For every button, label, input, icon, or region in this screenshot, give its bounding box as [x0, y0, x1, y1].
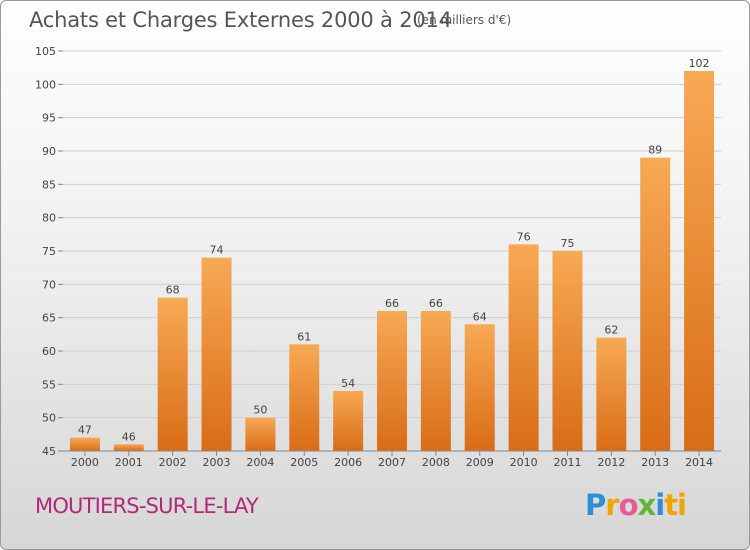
chart-unit: (en milliers d'€) — [417, 13, 512, 27]
bar-value-label: 62 — [604, 324, 618, 337]
x-tick-label: 2005 — [290, 456, 318, 469]
y-tick-label: 85 — [42, 178, 56, 191]
y-tick-label: 90 — [42, 145, 56, 158]
proxiti-logo: Proxiti — [585, 488, 687, 522]
bar-value-label: 76 — [517, 230, 531, 243]
bar — [464, 324, 495, 451]
y-tick-label: 100 — [35, 78, 56, 91]
y-tick-label: 60 — [42, 345, 56, 358]
bar-value-label: 66 — [385, 297, 399, 310]
y-tick-label: 95 — [42, 112, 56, 125]
x-tick-label: 2003 — [203, 456, 231, 469]
x-tick-label: 2013 — [641, 456, 669, 469]
logo-letter: r — [605, 488, 619, 522]
logo-letter: x — [637, 488, 657, 522]
bar — [640, 157, 671, 451]
x-tick-label: 2007 — [378, 456, 406, 469]
x-tick-label: 2014 — [685, 456, 713, 469]
y-tick-label: 65 — [42, 312, 56, 325]
y-tick-label: 80 — [42, 212, 56, 225]
bar — [552, 251, 583, 451]
bar — [157, 297, 188, 451]
y-tick-label: 50 — [42, 412, 56, 425]
bar — [596, 337, 627, 451]
y-tick-label: 105 — [35, 45, 56, 58]
x-tick-label: 2004 — [246, 456, 274, 469]
bar — [113, 444, 144, 451]
x-tick-label: 2011 — [553, 456, 581, 469]
bar-value-label: 66 — [429, 297, 443, 310]
bar — [377, 311, 407, 451]
bar — [684, 71, 715, 451]
x-tick-label: 2001 — [115, 456, 143, 469]
y-tick-label: 45 — [42, 445, 56, 458]
bar — [508, 244, 539, 451]
bars — [69, 71, 715, 451]
logo-letter: o — [618, 488, 639, 522]
bar-value-label: 74 — [210, 244, 224, 257]
logo-letter: ti — [664, 488, 687, 522]
bar-value-label: 46 — [122, 430, 136, 443]
bar-value-label: 89 — [648, 144, 662, 157]
y-tick-label: 75 — [42, 245, 56, 258]
x-tick-label: 2000 — [71, 456, 99, 469]
x-tick-label: 2010 — [510, 456, 538, 469]
bar — [201, 257, 232, 451]
x-axis-ticks: 2000 2001 2002 2003 2004 2005 2006 2007 2008 2009… — [71, 451, 713, 469]
y-axis-ticks: 45 50 55 60 65 70 75 80 85 90 95 100 105 — [35, 45, 63, 458]
y-tick-label: 70 — [42, 278, 56, 291]
x-tick-label: 2012 — [597, 456, 625, 469]
bar-value-label: 102 — [689, 57, 710, 70]
bar-value-label: 68 — [166, 284, 180, 297]
y-tick-label: 55 — [42, 378, 56, 391]
bar-value-label: 54 — [341, 377, 355, 390]
bar — [289, 344, 320, 451]
x-tick-label: 2009 — [466, 456, 494, 469]
logo-letter: P — [585, 488, 606, 522]
bar — [245, 417, 276, 451]
bar — [420, 311, 451, 451]
bar — [69, 437, 100, 451]
bar-value-label: 50 — [253, 404, 267, 417]
bar-value-label: 75 — [560, 237, 574, 250]
x-tick-label: 2008 — [422, 456, 450, 469]
x-tick-label: 2006 — [334, 456, 362, 469]
value-labels: 47 46 68 74 50 61 54 66 66 64 76 75 62 89 102 — [78, 57, 710, 443]
chart-title: Achats et Charges Externes 2000 à 2014 — [29, 8, 452, 32]
bar — [333, 391, 364, 451]
bar-value-label: 61 — [297, 330, 311, 343]
bar-value-label: 47 — [78, 424, 92, 437]
bar-value-label: 64 — [473, 310, 487, 323]
x-tick-label: 2002 — [159, 456, 187, 469]
logo-letter: i — [655, 488, 665, 522]
location-name: MOUTIERS-SUR-LE-LAY — [35, 494, 259, 518]
